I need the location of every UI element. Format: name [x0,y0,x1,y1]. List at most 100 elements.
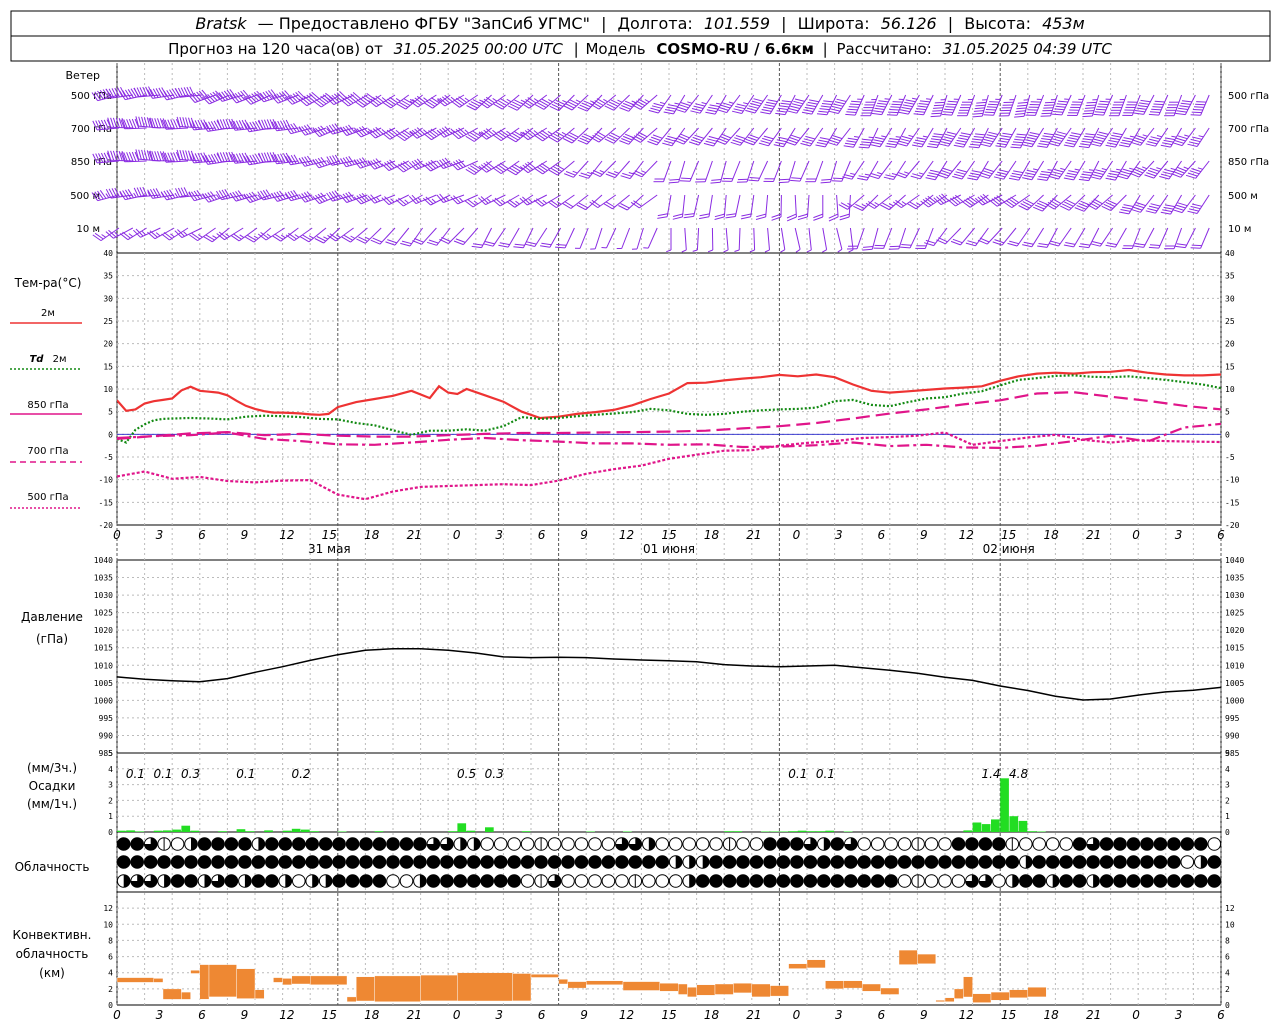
wind-barb-flag [302,234,312,241]
wind-barb-flag [196,190,204,199]
wind-barb-flag [359,97,368,105]
wind-barb-flag [414,97,424,105]
wind-barb-flag [201,89,209,98]
wind-barb [1082,94,1100,118]
wind-barb-flag [164,119,170,130]
precip-total-label: 0.3 [485,767,504,781]
wind-barb-flag [290,154,297,165]
cloud-circle [1099,837,1114,851]
wind-barb-flag [151,118,156,128]
wind-barb-flag [119,190,126,200]
wind-barb-flag [1153,103,1164,106]
conv-bar [770,985,789,997]
wind-barb [327,227,354,242]
wind-barb-flag [396,103,406,110]
wind-barb-flag [657,213,668,217]
cloud-symbol [924,855,939,869]
wind-barb-flag [708,106,719,110]
wind-barb-flag [533,199,543,207]
cloud-circle [130,837,144,851]
cloud-symbol [857,855,872,869]
wind-barb [690,94,713,114]
wind-barb-flag [820,105,831,108]
wind-barb-flag [870,172,881,177]
wind-barb-flag [892,201,902,209]
wind-barb-flag [873,139,884,143]
cloud-circle [224,855,239,869]
wind-barb-flag [97,190,104,200]
wind-barb-staff [768,127,782,147]
wind-barb-flag [572,170,578,174]
precip-bar [1000,778,1009,832]
wind-barb-flag [845,113,856,116]
wind-barb-flag [699,213,710,217]
wind-barb-flag [436,99,446,107]
wind-barb [801,94,824,115]
cloud-symbol [709,874,723,888]
wind-barb-flag [834,101,845,105]
wind-barb-flag [173,119,178,129]
wind-barb-flag [1018,205,1028,211]
wind-barb-flag [749,134,760,139]
precip-total-label: 0.2 [291,767,310,781]
cloud-symbol [722,837,737,851]
wind-barb-flag [1174,206,1185,211]
wind-barb-flag [1190,138,1201,143]
wind-barb [822,227,828,253]
cloud-circle [588,855,602,869]
cloud-circle [265,874,279,888]
wind-barb-flag [548,136,558,143]
wind-barb-flag [298,157,306,167]
wind-barb-flag [1064,201,1074,207]
precip-bar [724,831,733,832]
wind-barb-flag [1065,175,1076,178]
wind-barb-flag [1033,206,1043,212]
wind-barb-flag [202,155,209,165]
wind-barb-flag [594,100,604,106]
wind-barb [771,194,782,221]
wind-barb-staff [723,194,727,217]
wind-barb-flag [303,95,313,104]
hour-tick-label-bottom: 21 [1086,1008,1101,1022]
wind-barb-flag [871,112,882,116]
hour-tick-label: 0 [453,528,461,542]
wind-barb [896,127,920,147]
wind-barb [450,127,479,140]
wind-barb-flag [334,190,342,199]
cloud-symbol [642,874,656,888]
wind-barb-flag [564,173,574,178]
wind-barb-flag [1156,167,1162,170]
cloud-partial [844,837,858,851]
cloud-partial [144,874,157,888]
wind-barb-flag [354,100,364,108]
cloud-circle [857,855,872,869]
precip-bar [843,831,853,832]
cloud-partial [130,874,144,888]
cloud-circle [440,874,454,888]
wind-barb-flag [513,130,523,137]
precip-bar [466,830,476,832]
wind-barb-flag [326,159,331,165]
wind-barb [478,160,506,173]
wind-barb-flag [846,140,857,143]
conv-bar [806,959,826,969]
wind-barb [258,152,285,163]
wind-barb-flag [453,130,462,138]
wind-barb-flag [464,200,474,208]
wind-barb-flag [569,132,579,138]
wind-barb-flag [761,109,772,112]
cloud-symbol [399,855,414,869]
cloud-circle [453,855,468,869]
precip-bar [972,822,982,832]
cloud-circle [1167,874,1181,888]
wind-barb-flag [511,165,521,172]
wind-barb-flag [789,136,799,142]
wind-barb-flag [961,200,971,208]
cloud-partial [427,837,440,851]
wind-barb-flag [112,117,117,128]
wind-barb-flag [815,144,826,148]
wind-barb [857,160,879,181]
cloud-circle [709,837,723,851]
wind-barb-flag [662,142,673,147]
